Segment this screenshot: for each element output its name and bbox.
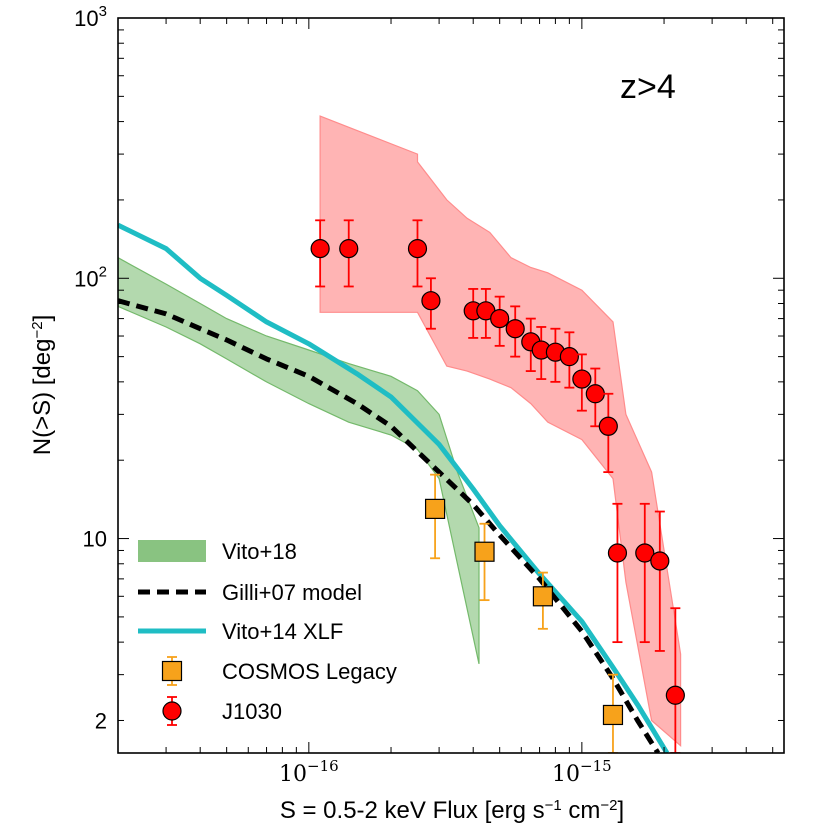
marker-layer	[310, 219, 685, 753]
j1030-point	[310, 219, 330, 288]
y-tick-label: 102	[74, 263, 107, 291]
j1030-point	[635, 502, 655, 644]
j1030-point	[572, 353, 592, 412]
j1030-marker	[665, 685, 685, 705]
y-axis-title: N(>S) [deg−2]	[29, 315, 57, 456]
j1030-marker	[585, 384, 605, 404]
legend-item-gilli-07-model: Gilli+07 model	[138, 580, 362, 605]
cosmos-legacy-marker	[474, 541, 495, 562]
j1030-point	[421, 277, 441, 330]
j1030-marker	[572, 369, 592, 389]
legend-label: J1030	[222, 699, 282, 724]
j1030-point	[490, 295, 510, 347]
j1030-point	[650, 510, 670, 652]
legend-label: COSMOS Legacy	[222, 659, 397, 684]
j1030-marker	[650, 551, 670, 571]
legend: Vito+18 Gilli+07 model Vito+14 XLF COSMOS L…	[138, 539, 397, 726]
legend-label: Vito+18	[222, 539, 297, 564]
legend-item-j1030: J1030	[162, 696, 282, 726]
cosmos-legacy-point	[602, 673, 624, 753]
legend-marker	[162, 701, 182, 721]
line-vito-14-xlf	[118, 222, 670, 753]
j1030-point	[407, 219, 428, 288]
annotation-redshift: z>4	[620, 68, 676, 106]
y-tick-label: 2	[95, 708, 107, 733]
band-j1030-band	[319, 115, 682, 748]
legend-item-cosmos-legacy: COSMOS Legacy	[161, 656, 397, 686]
cosmos-legacy-marker	[424, 498, 446, 519]
line-layer	[118, 222, 670, 753]
cosmos-legacy-point	[474, 522, 495, 602]
j1030-point	[531, 326, 551, 380]
j1030-point	[607, 502, 628, 644]
j1030-marker	[635, 543, 655, 563]
j1030-marker	[339, 239, 359, 259]
j1030-marker	[505, 319, 525, 339]
j1030-marker	[559, 347, 579, 367]
j1030-marker	[407, 239, 428, 259]
cosmos-legacy-marker	[602, 704, 624, 726]
legend-swatch	[138, 540, 206, 562]
cosmos-legacy-point	[424, 473, 446, 560]
x-axis-title: S = 0.5-2 keV Flux [erg s−1 cm−2]	[280, 797, 624, 825]
x-tick-label: 10−16	[279, 757, 339, 787]
j1030-point	[339, 219, 359, 288]
cosmos-legacy-point	[532, 571, 554, 630]
j1030-marker	[421, 291, 441, 311]
legend-marker	[161, 660, 183, 682]
j1030-point	[598, 392, 618, 474]
j1030-marker	[490, 308, 510, 329]
x-tick-label: 10−15	[552, 757, 612, 787]
j1030-point	[559, 331, 579, 389]
j1030-point	[505, 305, 525, 358]
y-tick-label: 103	[74, 3, 107, 31]
tick-layer: 10−16 10−15 2 10 102 103	[74, 3, 784, 787]
legend-label: Gilli+07 model	[222, 580, 362, 605]
plot-frame	[117, 17, 785, 754]
cosmos-legacy-marker	[532, 586, 554, 607]
legend-item-vito-14-xlf: Vito+14 XLF	[138, 619, 343, 644]
j1030-marker	[598, 416, 618, 436]
j1030-point	[476, 288, 496, 339]
j1030-marker	[310, 239, 330, 259]
legend-label: Vito+14 XLF	[222, 619, 343, 644]
j1030-marker	[607, 543, 628, 563]
j1030-point	[585, 367, 605, 428]
band-vito-18	[118, 257, 480, 665]
y-tick-label: 10	[83, 527, 107, 552]
line-gilli-07-model	[118, 298, 661, 753]
legend-item-vito-18: Vito+18	[138, 539, 297, 564]
j1030-point	[665, 607, 685, 753]
